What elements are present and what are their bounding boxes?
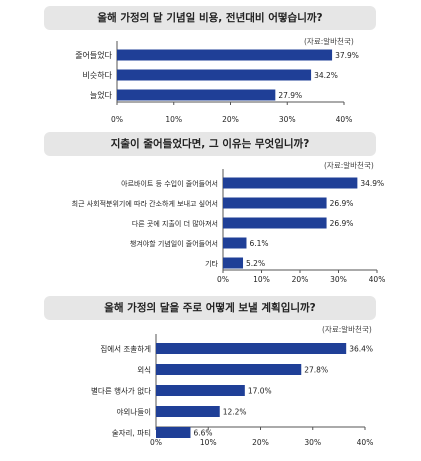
chart-title-1: 올해 가정의 달 기념일 비용, 전년대비 어떻습니까? <box>44 6 376 30</box>
chart-plot-2: 0% 10% 20% 30% 40% 아르바이트 등 수입이 줄어들어서 34.9% 최근 사… <box>72 169 386 284</box>
bar <box>223 197 327 209</box>
data-label: 34.2% <box>314 71 338 80</box>
x-tick-label: 10% <box>253 275 270 284</box>
category-label: 줄어들었다 <box>75 50 112 60</box>
bar <box>223 177 358 189</box>
x-tick-label: 40% <box>336 115 353 124</box>
data-label: 17.0% <box>248 387 272 396</box>
bar <box>156 385 245 396</box>
category-label: 야외나들이 <box>117 407 152 417</box>
x-tick-label: 0% <box>217 275 229 284</box>
category-label: 집에서 조촐하게 <box>100 344 151 354</box>
data-label: 12.2% <box>223 408 247 417</box>
data-label: 6.1% <box>249 239 268 248</box>
bar <box>156 364 302 375</box>
category-label: 비슷하다 <box>83 70 113 80</box>
bar <box>156 406 220 417</box>
x-tick-label: 10% <box>200 438 217 447</box>
x-tick-label: 20% <box>292 275 309 284</box>
x-tick-label: 0% <box>150 438 162 447</box>
x-tick-label: 30% <box>330 275 347 284</box>
bar <box>223 237 247 249</box>
category-label: 외식 <box>137 365 151 375</box>
data-label: 34.9% <box>360 179 384 188</box>
x-tick-label: 30% <box>304 438 321 447</box>
category-label: 별다른 행사가 없다 <box>91 386 151 396</box>
x-tick-label: 0% <box>111 115 123 124</box>
bar <box>223 217 327 229</box>
data-label: 27.9% <box>278 91 302 100</box>
category-label: 최근 사회적분위기에 따라 간소하게 보내고 싶어서 <box>72 199 218 208</box>
category-label: 술자리, 파티 <box>112 429 151 438</box>
data-label: 27.8% <box>304 366 328 375</box>
data-label: 5.2% <box>246 259 265 268</box>
category-label: 늘었다 <box>90 90 113 100</box>
x-tick-label: 40% <box>369 275 386 284</box>
x-tick-label: 20% <box>252 438 269 447</box>
chart-source-3: (자료:알바천국) <box>322 325 372 334</box>
x-tick-label: 10% <box>165 115 182 124</box>
bar <box>117 49 333 61</box>
category-label: 기타 <box>205 259 218 268</box>
chart-panel-2: 지출이 줄어들었다면, 그 이유는 무엇입니까? (자료:알바천국) 0% 10%… <box>44 132 386 284</box>
chart-source-1: (자료:알바천국) <box>304 37 354 46</box>
chart-panel-1: 올해 가정의 달 기념일 비용, 전년대비 어떻습니까? (자료:알바천국) 0… <box>0 0 421 140</box>
data-label: 26.9% <box>330 219 354 228</box>
chart-title-2: 지출이 줄어들었다면, 그 이유는 무엇입니까? <box>44 132 376 156</box>
data-label: 6.6% <box>193 429 212 438</box>
bar <box>117 89 276 101</box>
bar <box>117 69 312 81</box>
category-label: 아르바이트 등 수입이 줄어들어서 <box>121 179 218 188</box>
x-tick-label: 30% <box>279 115 296 124</box>
chart-source-2: (자료:알바천국) <box>324 161 374 170</box>
category-label: 다른 곳에 지출이 더 많아져서 <box>132 219 218 228</box>
x-tick-label: 40% <box>357 438 374 447</box>
data-label: 36.4% <box>349 345 373 354</box>
bar <box>223 257 244 269</box>
data-label: 26.9% <box>330 199 354 208</box>
chart-plot-1: 0% 10% 20% 30% 40% 줄어들었다 37.9% 비슷하다 34.2% 늘었다 27.9… <box>75 41 359 124</box>
category-label: 챙겨야할 기념일이 줄어들어서 <box>130 239 218 248</box>
bar <box>156 343 347 354</box>
chart-title-3: 올해 가정의 달을 주로 어떻게 보낼 계획입니까? <box>44 296 376 320</box>
data-label: 37.9% <box>335 51 359 60</box>
x-tick-label: 20% <box>222 115 239 124</box>
bar <box>156 427 191 438</box>
